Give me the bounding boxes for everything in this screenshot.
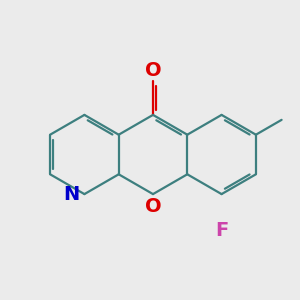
Text: F: F [215,221,228,240]
Text: O: O [145,196,161,215]
Text: O: O [145,61,161,80]
Text: N: N [64,184,80,204]
